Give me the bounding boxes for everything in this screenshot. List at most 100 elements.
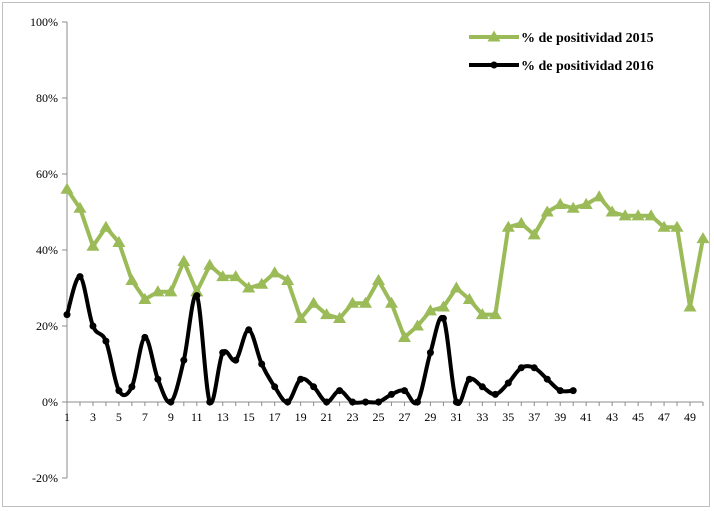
x-tick-label: 11 [191,410,203,424]
data-point [128,383,136,391]
data-point [436,300,450,312]
data-point [375,398,383,406]
data-point [255,277,269,289]
data-point [644,209,658,221]
data-point [76,273,84,281]
x-tick-label: 17 [269,410,281,424]
data-point [190,285,204,297]
x-tick-label: 37 [528,410,540,424]
data-point [605,205,619,217]
x-tick-label: 1 [64,410,70,424]
data-point [696,232,710,244]
legend-item-1: % de positividad 2015 [469,30,654,46]
y-tick-label: 0% [42,395,58,409]
data-point [452,398,460,406]
data-point [206,398,214,406]
legend-label: % de positividad 2016 [521,59,654,74]
data-point [359,296,373,308]
x-tick-label: 43 [606,410,618,424]
data-point [556,387,564,395]
data-point [426,349,434,357]
data-point [491,390,499,398]
x-tick-label: 39 [554,410,566,424]
data-point [89,322,97,330]
data-point [216,270,230,282]
x-tick-label: 33 [476,410,488,424]
data-point [177,254,191,266]
series-layer [60,182,710,407]
data-point [631,209,645,221]
data-point [543,375,551,383]
data-point [400,387,408,395]
data-point [242,281,256,293]
data-point [346,296,360,308]
data-point [530,364,538,372]
y-tick-label: 20% [36,319,58,333]
data-point [271,383,279,391]
data-point [592,190,606,202]
data-point [86,239,100,251]
data-point [540,205,554,217]
data-point [579,197,593,209]
data-point [164,285,178,297]
x-tick-label: 27 [398,410,410,424]
axes: 100%80%60%40%20%0%-20%1 3 5 7 9 11 13 15 17 19 21 2… [30,15,704,485]
x-tick-label: 19 [295,410,307,424]
x-tick-label: 21 [321,410,333,424]
data-point [478,383,486,391]
series-1 [60,182,710,342]
y-tick-label: 100% [30,15,58,29]
data-point [229,270,243,282]
data-point [384,296,398,308]
data-point [310,383,318,391]
data-point [125,273,139,285]
data-point [488,308,502,320]
series-line [65,187,705,340]
x-tick-label: 45 [632,410,644,424]
data-point [387,390,395,398]
data-point [527,228,541,240]
data-point [297,375,305,383]
data-point [154,375,162,383]
data-point [73,201,87,213]
data-point [501,220,515,232]
x-tick-label: 3 [90,410,96,424]
data-point [475,308,489,320]
data-point [410,319,424,331]
x-tick-label: 47 [658,410,670,424]
data-point [566,201,580,213]
data-point [439,314,447,322]
data-point [517,364,525,372]
y-tick-label: 60% [36,167,58,181]
x-tick-label: 35 [502,410,514,424]
data-point [372,273,386,285]
data-point [138,292,152,304]
data-point [141,333,149,341]
data-point [180,356,188,364]
legend-label: % de positividad 2015 [521,31,654,46]
data-point [333,311,347,323]
data-point [258,360,266,368]
data-point [670,220,684,232]
y-tick-label: 40% [36,243,58,257]
data-point [397,330,411,342]
series-line [65,274,576,407]
x-tick-label: 7 [142,410,148,424]
x-tick-label: 23 [347,410,359,424]
data-point [462,292,476,304]
data-point [268,266,282,278]
data-point [167,398,175,406]
data-point [115,387,123,395]
data-point [284,398,292,406]
series-2 [63,273,577,407]
x-tick-label: 15 [243,410,255,424]
data-point [112,235,126,247]
x-tick-label: 13 [217,410,229,424]
data-point [102,337,110,345]
data-point [99,220,113,232]
data-point [683,300,697,312]
data-point [465,375,473,383]
data-point [514,216,528,228]
data-point [232,356,240,364]
data-point [193,292,201,300]
